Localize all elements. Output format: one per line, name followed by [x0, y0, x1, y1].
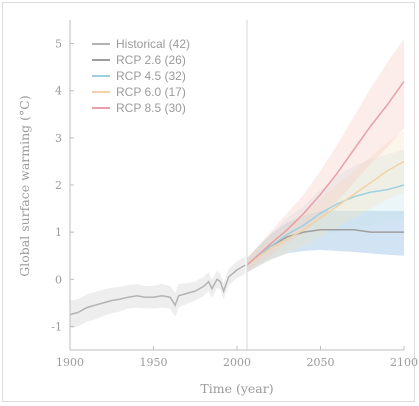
tick-labels: 1900 1950 2000 2050 2100 -1 0 1 2 3 4 5: [51, 38, 418, 369]
y-axis-label: Global surface warming (°C): [17, 95, 32, 276]
x-tick-label: 2000: [223, 356, 251, 369]
y-tick-label: 1: [55, 226, 62, 239]
x-tick-label: 1900: [56, 356, 84, 369]
band-rcp-2-6: [247, 210, 404, 273]
band-rcp-8-5: [247, 38, 404, 273]
y-tick-label: -1: [51, 320, 62, 333]
y-tick-label: 4: [55, 85, 62, 98]
legend-label-rcp26: RCP 2.6 (26): [116, 53, 186, 67]
band-historical: [70, 256, 246, 329]
y-tick-label: 3: [55, 132, 62, 145]
axes: [69, 20, 405, 351]
line-rcp-6-0: [246, 160, 405, 266]
legend-label-rcp60: RCP 6.0 (17): [116, 85, 186, 99]
y-tick-label: 0: [55, 273, 62, 286]
line-rcp-2-6: [246, 229, 404, 266]
legend-label-rcp45: RCP 4.5 (32): [116, 69, 186, 83]
legend-label-rcp85: RCP 8.5 (30): [116, 101, 186, 115]
x-tick-label: 1950: [140, 356, 168, 369]
x-tick-label: 2100: [390, 356, 418, 369]
chart-frame: [2, 2, 415, 402]
series-lines: [69, 80, 405, 316]
line-historical: [69, 264, 246, 316]
legend-label-historical: Historical (42): [116, 37, 190, 51]
legend: Historical (42) RCP 2.6 (26) RCP 4.5 (32…: [92, 37, 190, 115]
line-rcp-4-5: [246, 184, 405, 266]
line-rcp-8-5: [246, 80, 405, 266]
y-tick-label: 5: [55, 38, 62, 51]
y-tick-label: 2: [55, 179, 62, 192]
x-axis-label: Time (year): [200, 381, 273, 396]
x-tick-label: 2050: [307, 356, 335, 369]
